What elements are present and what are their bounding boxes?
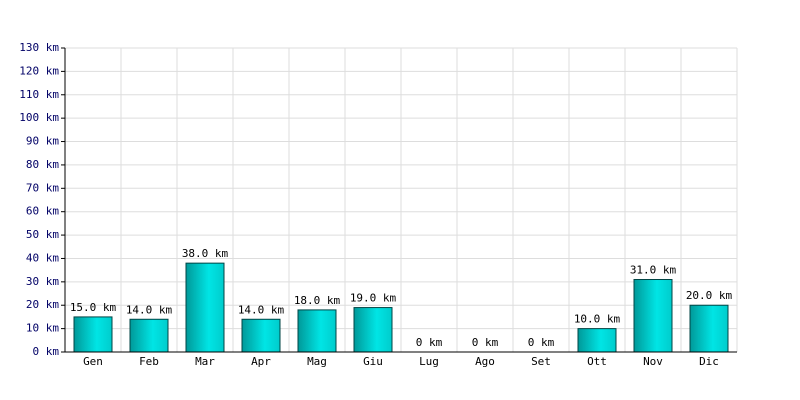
value-label: 19.0 km xyxy=(350,292,397,305)
x-tick-label: Ago xyxy=(475,355,495,368)
x-tick-label: Set xyxy=(531,355,551,368)
bar xyxy=(353,307,393,353)
y-tick-label: 90 km xyxy=(26,135,59,148)
value-label: 14.0 km xyxy=(238,303,285,316)
x-tick-label: Lug xyxy=(419,355,439,368)
x-tick-label: Apr xyxy=(251,355,271,368)
bar xyxy=(185,262,225,353)
value-label: 0 km xyxy=(528,336,555,349)
bar xyxy=(577,328,617,353)
bar xyxy=(689,304,729,353)
bar xyxy=(633,279,673,353)
x-tick-label: Ott xyxy=(587,355,607,368)
bar xyxy=(297,309,337,353)
value-label: 0 km xyxy=(472,336,499,349)
y-tick-label: 120 km xyxy=(19,64,59,77)
y-tick-label: 50 km xyxy=(26,228,59,241)
x-tick-label: Feb xyxy=(139,355,159,368)
x-tick-label: Giu xyxy=(363,355,383,368)
value-label: 0 km xyxy=(416,336,443,349)
y-tick-label: 100 km xyxy=(19,111,59,124)
x-tick-label: Nov xyxy=(643,355,663,368)
y-tick-label: 130 km xyxy=(19,41,59,54)
y-tick-label: 80 km xyxy=(26,158,59,171)
x-tick-label: Gen xyxy=(83,355,103,368)
y-tick-label: 60 km xyxy=(26,205,59,218)
value-label: 15.0 km xyxy=(70,301,117,314)
value-label: 14.0 km xyxy=(126,303,173,316)
x-tick-label: Mar xyxy=(195,355,215,368)
value-label: 10.0 km xyxy=(574,313,621,326)
y-tick-label: 110 km xyxy=(19,88,59,101)
y-tick-label: 30 km xyxy=(26,275,59,288)
y-tick-label: 0 km xyxy=(33,345,60,358)
bar xyxy=(73,316,113,353)
value-label: 38.0 km xyxy=(182,247,229,260)
x-tick-label: Dic xyxy=(699,355,719,368)
value-label: 31.0 km xyxy=(630,264,677,277)
bar xyxy=(241,318,281,353)
value-label: 20.0 km xyxy=(686,289,733,302)
y-tick-label: 20 km xyxy=(26,298,59,311)
y-tick-label: 70 km xyxy=(26,181,59,194)
value-label: 18.0 km xyxy=(294,294,341,307)
bar xyxy=(129,318,169,353)
y-tick-label: 40 km xyxy=(26,251,59,264)
x-tick-label: Mag xyxy=(307,355,327,368)
y-tick-label: 10 km xyxy=(26,322,59,335)
